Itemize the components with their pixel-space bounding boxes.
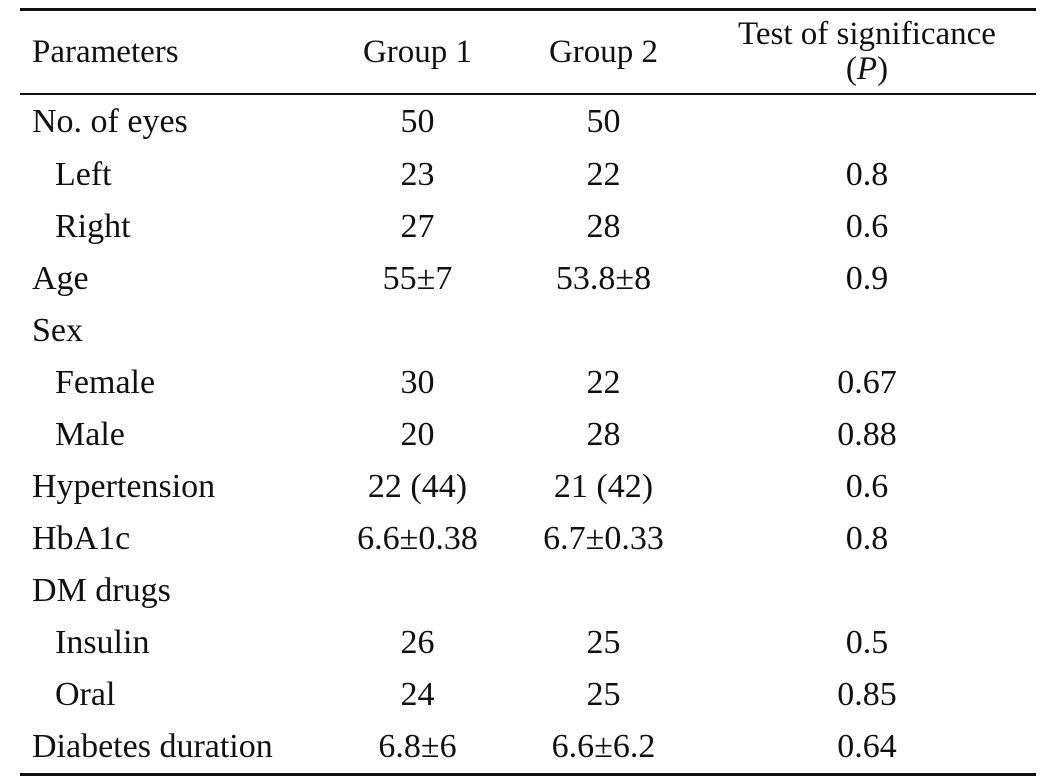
- group-2-value: 6.7±0.33: [543, 520, 664, 557]
- group-1-value: 27: [400, 208, 435, 245]
- table-row: Hypertension 22 (44) 21 (42) 0.6: [20, 461, 1036, 513]
- group-1-value: 30: [400, 364, 435, 401]
- group-2-value: 22: [586, 364, 621, 401]
- row-label: Sex: [32, 312, 83, 349]
- group-1-value: 55±7: [382, 260, 453, 297]
- row-label: Male: [55, 416, 125, 453]
- p-value: [698, 305, 1036, 357]
- comparison-table-body: No. of eyes 50 50 Left 23 22 0.8 Right 27 28 0.6 Ag…: [20, 95, 1036, 773]
- table-row: DM drugs: [20, 565, 1036, 617]
- table-row: Sex: [20, 305, 1036, 357]
- row-label: Insulin: [55, 624, 150, 661]
- group-1-value: 6.8±6: [378, 728, 457, 765]
- top-rule: [20, 8, 1036, 11]
- p-value: [698, 95, 1036, 149]
- header-significance-label: Test of significance: [738, 16, 996, 52]
- group-2-value: 53.8±8: [555, 260, 652, 297]
- group-2-value: 50: [586, 103, 621, 140]
- header-group-1: Group 1: [362, 33, 473, 70]
- group-2-value: 6.6±6.2: [551, 728, 656, 765]
- p-value: 0.85: [837, 676, 897, 713]
- comparison-table: Parameters Group 1 Group 2 Test of signi…: [20, 11, 1036, 93]
- group-2-value: [509, 565, 698, 617]
- p-value: 0.8: [845, 520, 889, 557]
- row-label: DM drugs: [32, 572, 171, 609]
- header-test-of-significance: Test of significance (P): [698, 11, 1036, 93]
- data-table: Parameters Group 1 Group 2 Test of signi…: [20, 8, 1036, 776]
- header-row: Parameters Group 1 Group 2 Test of signi…: [20, 11, 1036, 93]
- row-label: Oral: [55, 676, 116, 713]
- row-label: Left: [55, 156, 112, 193]
- p-value: 0.67: [837, 364, 897, 401]
- table-row: Oral 24 25 0.85: [20, 669, 1036, 721]
- group-1-value: [326, 305, 509, 357]
- row-label: No. of eyes: [32, 103, 188, 140]
- table-row: HbA1c 6.6±0.38 6.7±0.33 0.8: [20, 513, 1036, 565]
- p-value: 0.8: [845, 156, 889, 193]
- p-value: 0.9: [845, 260, 889, 297]
- table-row: Age 55±7 53.8±8 0.9: [20, 253, 1036, 305]
- p-value: 0.6: [845, 468, 889, 505]
- group-1-value: 50: [400, 103, 435, 140]
- header-group-2: Group 2: [548, 33, 659, 70]
- p-value: 0.88: [837, 416, 897, 453]
- p-value: [698, 565, 1036, 617]
- header-rule: [20, 93, 1036, 95]
- table-row: Left 23 22 0.8: [20, 149, 1036, 201]
- row-label: Right: [55, 208, 131, 245]
- row-label: HbA1c: [32, 520, 131, 557]
- header-significance-p: (P): [698, 52, 1036, 87]
- header-p-symbol: P: [856, 51, 878, 87]
- table-row: Female 30 22 0.67: [20, 357, 1036, 409]
- group-2-value: 22: [586, 156, 621, 193]
- table-header: Parameters Group 1 Group 2 Test of signi…: [20, 11, 1036, 93]
- table-body: No. of eyes 50 50 Left 23 22 0.8 Right 27 28 0.6 Ag…: [20, 95, 1036, 773]
- group-1-value: [326, 565, 509, 617]
- row-label: Age: [32, 260, 89, 297]
- group-2-value: 28: [586, 416, 621, 453]
- group-1-value: 24: [400, 676, 435, 713]
- row-label: Hypertension: [32, 468, 216, 505]
- group-2-value: [509, 305, 698, 357]
- p-value: 0.64: [837, 728, 897, 765]
- header-p-close: ): [877, 51, 889, 87]
- group-1-value: 6.6±0.38: [357, 520, 478, 557]
- group-2-value: 25: [586, 624, 621, 661]
- row-label: Female: [55, 364, 156, 401]
- group-1-value: 26: [400, 624, 435, 661]
- group-1-value: 20: [400, 416, 435, 453]
- row-label: Diabetes duration: [32, 728, 273, 765]
- group-1-value: 23: [400, 156, 435, 193]
- table-row: Male 20 28 0.88: [20, 409, 1036, 461]
- group-2-value: 25: [586, 676, 621, 713]
- p-value: 0.5: [845, 624, 889, 661]
- table-row: Insulin 26 25 0.5: [20, 617, 1036, 669]
- p-value: 0.6: [845, 208, 889, 245]
- group-2-value: 28: [586, 208, 621, 245]
- header-p-open: (: [845, 51, 857, 87]
- header-parameters: Parameters: [32, 33, 179, 70]
- table-row: Diabetes duration 6.8±6 6.6±6.2 0.64: [20, 721, 1036, 773]
- table-row: No. of eyes 50 50: [20, 95, 1036, 149]
- group-2-value: 21 (42): [553, 468, 654, 505]
- bottom-rule: [20, 773, 1036, 776]
- group-1-value: 22 (44): [367, 468, 468, 505]
- table-row: Right 27 28 0.6: [20, 201, 1036, 253]
